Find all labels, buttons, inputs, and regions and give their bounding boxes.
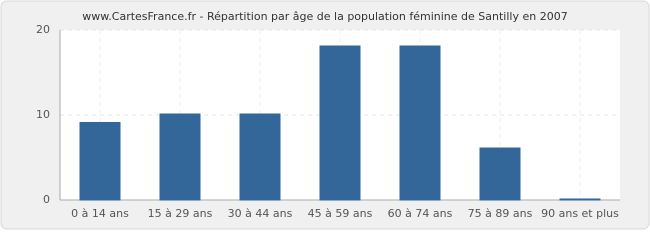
bar xyxy=(319,45,361,201)
chart: www.CartesFrance.fr - Répartition par âg… xyxy=(0,0,650,230)
bar xyxy=(159,113,201,201)
bar xyxy=(79,122,121,201)
x-tick-label: 75 à 89 ans xyxy=(468,207,533,220)
x-tick-label: 90 ans et plus xyxy=(541,207,619,220)
page: www.CartesFrance.fr - Répartition par âg… xyxy=(0,0,650,230)
x-tick-label: 30 à 44 ans xyxy=(228,207,293,220)
x-tick-label: 45 à 59 ans xyxy=(308,207,373,220)
chart-title: www.CartesFrance.fr - Répartition par âg… xyxy=(82,10,567,23)
bar xyxy=(239,113,281,201)
y-tick-label: 20 xyxy=(36,23,50,36)
bar xyxy=(399,45,441,201)
bar xyxy=(559,198,601,201)
x-tick-label: 15 à 29 ans xyxy=(148,207,213,220)
y-tick-label: 10 xyxy=(36,108,50,121)
x-tick-label: 0 à 14 ans xyxy=(71,207,129,220)
x-tick-label: 60 à 74 ans xyxy=(388,207,453,220)
bar xyxy=(479,147,521,201)
y-tick-label: 0 xyxy=(43,193,50,206)
